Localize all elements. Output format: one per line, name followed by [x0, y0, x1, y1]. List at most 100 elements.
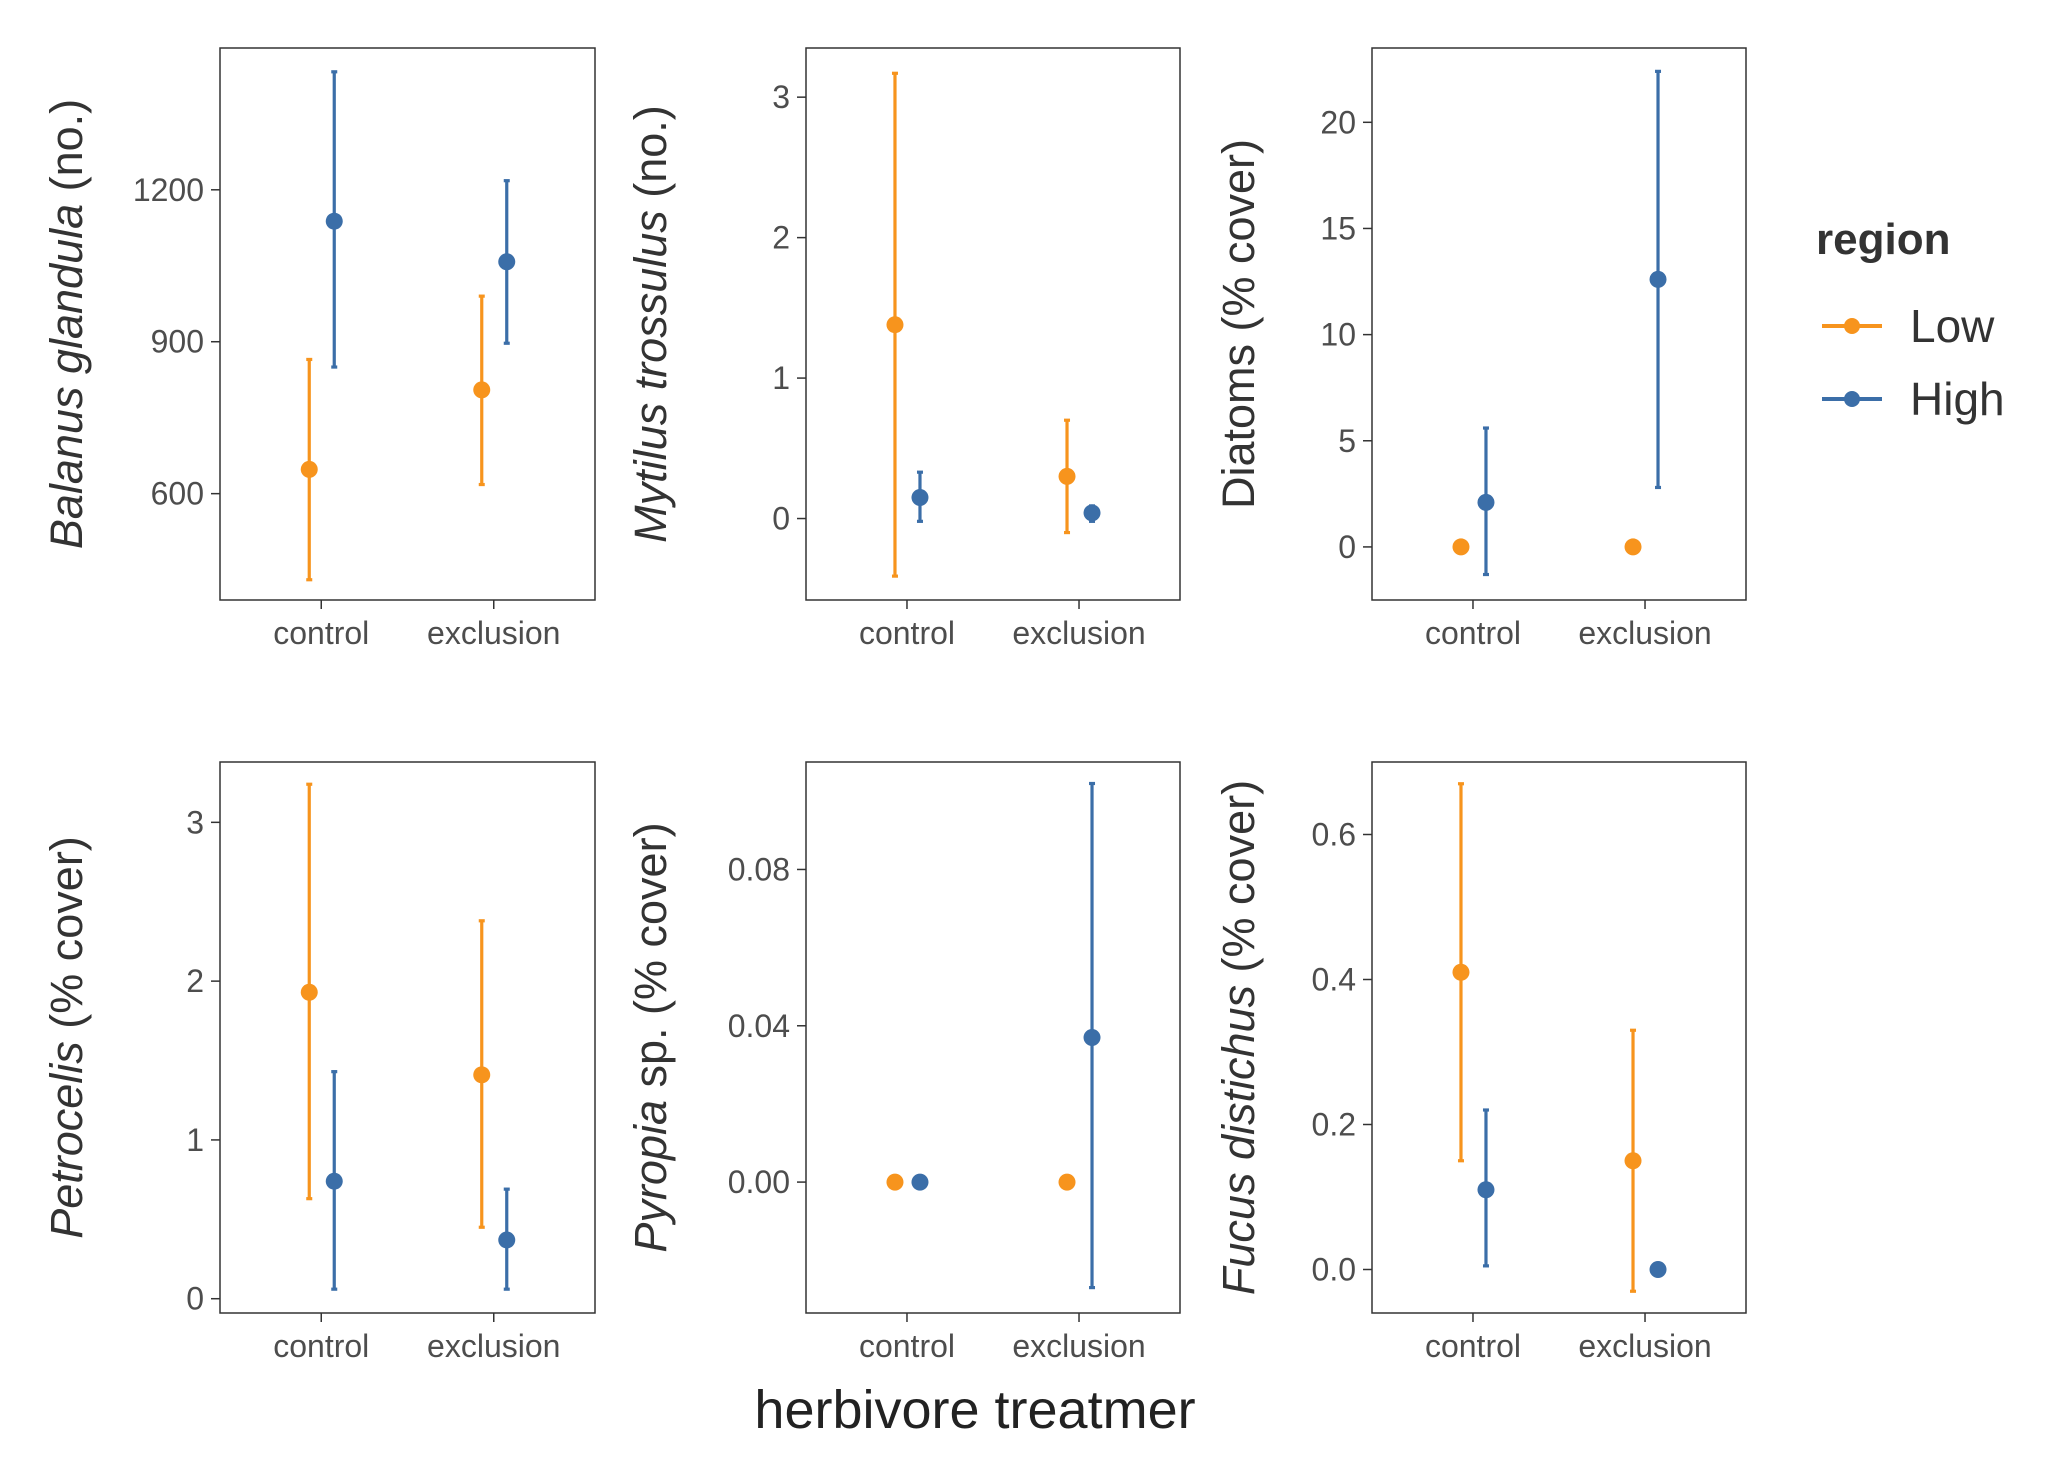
y-axis-title: Balanus glandula (no.) [41, 99, 92, 549]
data-point [300, 983, 318, 1001]
x-tick-label: exclusion [1012, 615, 1145, 651]
y-tick-label: 1200 [133, 172, 204, 208]
y-tick-label: 1 [772, 360, 790, 396]
y-tick-label: 0 [1338, 529, 1356, 565]
y-axis-title: Fucus distichus (% cover) [1213, 780, 1264, 1295]
data-point [1477, 493, 1495, 511]
legend-item-low: Low [1822, 300, 1995, 352]
x-tick-label: control [273, 1328, 369, 1364]
y-tick-label: 0.08 [728, 851, 790, 887]
y-tick-label: 600 [151, 476, 204, 512]
x-tick-label: control [859, 615, 955, 651]
y-axis-title-plain: sp. (% cover) [625, 822, 676, 1100]
panel-4: 0 1 2 3 control exclusion Petrocelis (% cover) [41, 761, 596, 1364]
data-point [886, 1173, 904, 1191]
legend-item-high: High [1822, 373, 2005, 425]
y-axis-title-italic: Balanus glandula [41, 204, 92, 549]
y-tick-label: 0 [772, 501, 790, 537]
legend: region Low High [1816, 215, 2005, 425]
series-high [1477, 69, 1667, 577]
panel-1: 600 900 1200 control exclusion Balanus glandu… [41, 47, 596, 651]
panel-5: 0.00 0.04 0.08 control exclusion Pyropia sp. … [625, 761, 1181, 1364]
panel-frame [1371, 47, 1747, 601]
series-low [886, 71, 1076, 578]
data-point [1624, 1152, 1642, 1170]
y-axis-title: Pyropia sp. (% cover) [625, 822, 676, 1252]
y-axis-title-plain: (% cover) [1213, 780, 1264, 985]
x-tick-label: exclusion [1578, 615, 1711, 651]
y-axis-title-plain: (no.) [625, 105, 676, 210]
y-axis-title-italic: Pyropia [625, 1100, 676, 1253]
series-low [886, 1173, 1076, 1191]
y-axis-title-plain: (no.) [41, 99, 92, 204]
data-point [498, 253, 516, 271]
x-title-clip-mask [1205, 1370, 1275, 1450]
series-high [325, 70, 516, 369]
legend-label-high: High [1910, 373, 2005, 425]
data-point [325, 212, 343, 230]
y-tick-label: 5 [1338, 423, 1356, 459]
data-point [1058, 1173, 1076, 1191]
series-low [300, 294, 491, 582]
x-axis-title: herbivore treatmer [754, 1380, 1195, 1440]
data-point [473, 381, 491, 399]
data-point [886, 316, 904, 334]
y-tick-label: 0.4 [1312, 962, 1356, 998]
y-tick-label: 2 [772, 220, 790, 256]
legend-label-low: Low [1910, 300, 1995, 352]
y-tick-label: 0.04 [728, 1008, 790, 1044]
panel-2: 0 1 2 3 control exclusion Mytilus trossulus (n… [625, 47, 1181, 651]
legend-title: region [1816, 215, 1950, 264]
x-tick-label: control [273, 615, 369, 651]
x-tick-label: exclusion [1578, 1328, 1711, 1364]
data-point [325, 1172, 343, 1190]
y-tick-label: 900 [151, 324, 204, 360]
y-tick-label: 15 [1320, 210, 1356, 246]
data-point [473, 1066, 491, 1084]
panel-6: 0.0 0.2 0.4 0.6 control exclusion Fucus distic… [1213, 761, 1747, 1364]
data-point [498, 1231, 516, 1249]
data-point [1452, 963, 1470, 981]
legend-key-point-low [1844, 318, 1860, 334]
data-point [1649, 270, 1667, 288]
data-point [1649, 1261, 1667, 1278]
y-tick-label: 3 [186, 804, 204, 840]
x-tick-label: exclusion [427, 1328, 560, 1364]
x-tick-label: exclusion [1012, 1328, 1145, 1364]
x-tick-label: control [859, 1328, 955, 1364]
y-tick-label: 0.00 [728, 1164, 790, 1200]
y-tick-label: 2 [186, 963, 204, 999]
y-axis-title: Diatoms (% cover) [1213, 139, 1264, 509]
data-point [1083, 504, 1101, 522]
y-axis-title: Mytilus trossulus (no.) [625, 105, 676, 543]
x-tick-label: exclusion [427, 615, 560, 651]
legend-key-point-high [1844, 391, 1860, 407]
y-tick-label: 0.6 [1312, 817, 1356, 853]
x-tick-label: control [1425, 615, 1521, 651]
panel-frame [805, 47, 1181, 601]
panel-frame [219, 761, 596, 1314]
y-axis-title-italic: Petrocelis [41, 1041, 92, 1239]
panel-frame [1371, 761, 1747, 1314]
y-tick-label: 0.2 [1312, 1107, 1356, 1143]
data-point [1452, 538, 1470, 556]
panel-frame [219, 47, 596, 601]
data-point [911, 1173, 929, 1191]
y-tick-label: 1 [186, 1122, 204, 1158]
x-tick-label: control [1425, 1328, 1521, 1364]
y-axis-title-italic: Fucus distichus [1213, 985, 1264, 1295]
series-low [1452, 538, 1642, 556]
data-point [911, 488, 929, 506]
y-axis-title-plain: Diatoms (% cover) [1213, 139, 1264, 509]
y-tick-label: 0 [186, 1281, 204, 1317]
series-low [300, 782, 491, 1229]
series-high [911, 781, 1101, 1290]
series-high [1477, 1108, 1667, 1278]
series-high [325, 1070, 516, 1291]
data-point [1624, 538, 1642, 556]
y-axis-title: Petrocelis (% cover) [41, 836, 92, 1239]
y-axis-title-italic: Mytilus trossulus [625, 210, 676, 543]
y-tick-label: 10 [1320, 317, 1356, 353]
